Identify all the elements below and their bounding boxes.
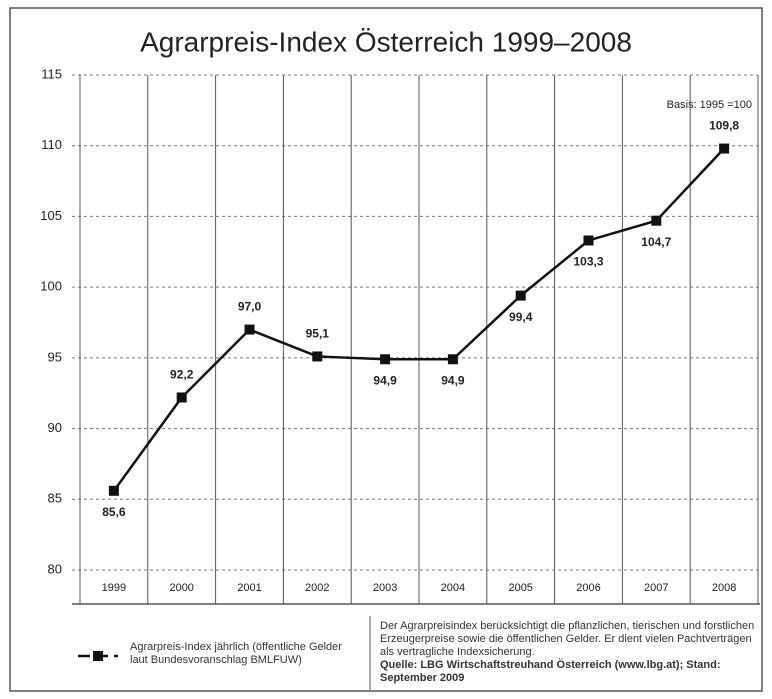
point bbox=[447, 354, 458, 365]
data-label: 85,6 bbox=[102, 505, 126, 519]
description: Der Agrarpreisindex berücksichtigt die p… bbox=[380, 620, 755, 685]
legend-label: Agrarpreis-Index jährlich (öffentliche G… bbox=[130, 641, 342, 666]
x-tick-label: 2005 bbox=[508, 582, 532, 594]
source: Quelle: LBG Wirtschaftstreuhand Österrei… bbox=[380, 659, 721, 684]
point bbox=[515, 290, 526, 301]
data-label: 94,9 bbox=[441, 373, 465, 387]
point bbox=[244, 324, 255, 335]
frame bbox=[9, 7, 763, 692]
data-label: 94,9 bbox=[373, 373, 397, 387]
point bbox=[108, 485, 119, 496]
y-tick-label: 110 bbox=[41, 137, 62, 152]
point bbox=[651, 215, 662, 226]
x-tick-label: 2007 bbox=[644, 582, 668, 594]
x-tick-label: 1999 bbox=[102, 582, 126, 594]
y-tick-label: 85 bbox=[48, 491, 62, 506]
data-label: 109,8 bbox=[709, 119, 739, 133]
data-label: 92,2 bbox=[170, 368, 194, 382]
y-tick-label: 100 bbox=[40, 279, 62, 294]
x-tick-label: 2001 bbox=[237, 582, 261, 594]
annotation: Basis: 1995 =100 bbox=[667, 99, 752, 111]
data-label: 99,4 bbox=[509, 310, 533, 324]
point bbox=[312, 351, 323, 362]
y-tick-label: 115 bbox=[41, 66, 62, 81]
point bbox=[380, 354, 391, 365]
x-tick-label: 2002 bbox=[305, 582, 329, 594]
x-tick-label: 2003 bbox=[373, 582, 397, 594]
y-tick-label: 90 bbox=[48, 420, 62, 435]
y-tick-label: 80 bbox=[48, 561, 62, 576]
x-tick-label: 2000 bbox=[169, 582, 193, 594]
data-label: 95,1 bbox=[306, 327, 330, 341]
x-tick-label: 2008 bbox=[712, 582, 736, 594]
series-line bbox=[112, 147, 726, 492]
data-label: 103,3 bbox=[573, 255, 603, 269]
point bbox=[719, 143, 730, 154]
chart-title: Agrarpreis-Index Österreich 1999–2008 bbox=[140, 26, 632, 57]
y-tick-label: 105 bbox=[40, 208, 62, 223]
legend-marker bbox=[93, 651, 103, 661]
data-label: 104,7 bbox=[641, 235, 671, 249]
description-text: Der Agrarpreisindex berücksichtigt die p… bbox=[380, 620, 755, 658]
data-label: 97,0 bbox=[238, 300, 262, 314]
y-tick-label: 95 bbox=[48, 349, 62, 364]
x-tick-label: 2004 bbox=[441, 582, 465, 594]
point bbox=[176, 392, 187, 403]
x-tick-label: 2006 bbox=[576, 582, 600, 594]
point bbox=[583, 235, 594, 246]
